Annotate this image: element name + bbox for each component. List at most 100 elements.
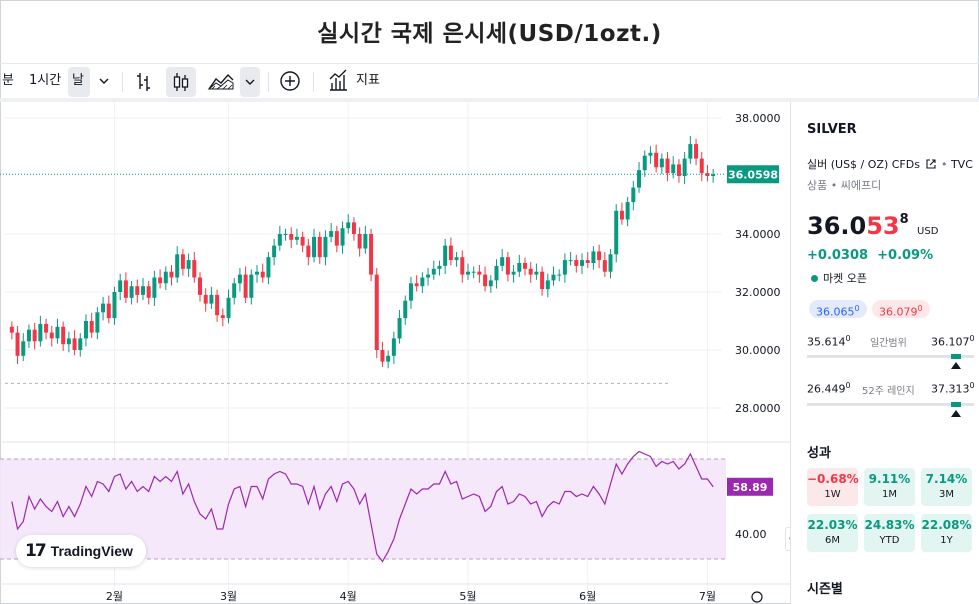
price-change-abs: +0.0308 [807, 248, 869, 263]
week52-range-pointer-icon [950, 410, 961, 417]
candle-body [101, 303, 106, 313]
chart-toolbar: 분 1시간 날 지표 [0, 64, 979, 102]
candle-body [21, 341, 26, 356]
symbol-category: 상품 • 씨에프디 [807, 177, 881, 193]
area-chart-style-icon[interactable] [207, 64, 235, 98]
price-chart-area[interactable]: 36.0598 38.0000 34.0000 32.0000 30.0000 28.00… [0, 102, 790, 604]
performance-cell-1y[interactable]: 22.08% 1Y [921, 514, 972, 552]
candle-body [163, 271, 168, 284]
performance-cell-6m[interactable]: 22.03% 6M [807, 514, 858, 552]
candle-body [528, 268, 533, 275]
day-range-low-value: 35.614 [807, 335, 846, 349]
candle-body [465, 271, 470, 275]
candle-body [688, 144, 693, 159]
candle-body [483, 274, 488, 287]
time-axis-tick-label: 2월 [106, 590, 123, 603]
candle-body [329, 231, 334, 237]
candle-body [477, 271, 482, 275]
candle-body [140, 286, 145, 295]
day-range-high-value: 36.107 [931, 335, 970, 349]
interval-dropdown-chevron-icon[interactable] [98, 64, 110, 98]
candle-body [637, 170, 642, 188]
candle-body [118, 280, 123, 292]
indicators-label: 지표 [356, 73, 380, 88]
tradingview-mark-icon: 17 [25, 541, 47, 561]
candle-body [374, 274, 379, 350]
time-axis-tick-label: 6월 [579, 590, 596, 603]
bid-value: 36.065 [816, 305, 855, 319]
candle-body [266, 257, 271, 278]
candle-body [574, 260, 579, 266]
candle-body [49, 332, 54, 339]
candle-body [300, 236, 305, 246]
candle-body [414, 283, 419, 287]
chart-style-dropdown-button[interactable] [240, 67, 260, 97]
last-price: 36.0538 USD [807, 212, 938, 240]
candle-body [312, 236, 317, 258]
performance-value: 24.83% [864, 518, 915, 532]
candle-body [317, 236, 322, 258]
candle-body [106, 303, 111, 319]
tradingview-logo[interactable]: 17 TradingView [16, 535, 146, 567]
interval-1hour-button[interactable]: 1시간 [29, 73, 62, 88]
candle-body [454, 257, 459, 261]
candle-body [494, 265, 499, 281]
performance-value: 7.14% [925, 472, 968, 486]
candles-style-button[interactable] [166, 67, 196, 97]
last-price-superscript: 8 [899, 212, 909, 227]
last-price-main: 36.0 [807, 212, 867, 240]
interval-day-button[interactable]: 날 [68, 67, 90, 97]
compare-add-icon[interactable] [279, 64, 301, 98]
toolbar-divider [122, 72, 123, 92]
candle-body [346, 222, 351, 229]
performance-cell-1w[interactable]: −0.68% 1W [807, 468, 859, 506]
toolbar-divider [313, 72, 314, 92]
candle-body [146, 286, 151, 298]
performance-cell-1m[interactable]: 9.11% 1M [864, 468, 915, 506]
candle-body [619, 210, 624, 220]
candle-body [220, 315, 225, 319]
chart-settings-gear-icon[interactable] [751, 591, 763, 603]
candle-body [608, 254, 613, 272]
candle-body [557, 274, 562, 276]
week52-range-bar [807, 402, 974, 407]
candle-body [682, 158, 687, 176]
symbol-description-text: 실버 (US$ / OZ) CFDs [807, 158, 920, 171]
interval-minute-button[interactable]: 분 [2, 73, 14, 88]
candle-body [83, 321, 88, 339]
candle-body [289, 234, 294, 240]
candle-body [334, 231, 339, 246]
week52-label: 52주 레인지 [862, 386, 915, 397]
performance-cell-ytd[interactable]: 24.83% YTD [864, 514, 915, 552]
candle-body [648, 152, 653, 156]
candle-body [78, 338, 83, 350]
candle-body [642, 155, 647, 171]
candle-body [534, 271, 539, 275]
candle-body [357, 234, 362, 249]
candle-body [391, 338, 396, 356]
price-chart[interactable]: 36.0598 38.0000 34.0000 32.0000 30.0000 28.00… [0, 102, 790, 604]
market-status: 마켓 오픈 [811, 270, 867, 286]
price-currency: USD [917, 226, 939, 237]
candle-body [175, 254, 180, 278]
indicators-button[interactable] [327, 64, 349, 98]
bar-chart-style-icon[interactable] [134, 64, 154, 98]
candle-body [448, 245, 453, 261]
interval-day-label: 날 [72, 73, 84, 88]
candle-body [283, 234, 288, 235]
time-axis-tick-label: 4월 [340, 590, 357, 603]
symbol-name: SILVER [807, 122, 857, 137]
performance-cell-3m[interactable]: 7.14% 3M [921, 468, 972, 506]
rsi-value-label: 58.89 [733, 481, 768, 494]
candle-body [505, 257, 510, 275]
candle-body [158, 277, 163, 284]
candle-body [551, 274, 556, 281]
external-link-icon[interactable] [925, 158, 937, 173]
candle-body [380, 350, 385, 362]
candle-body [659, 158, 664, 168]
candle-body [169, 271, 174, 278]
week52-low-superscript: 0 [845, 381, 851, 390]
candle-body [66, 338, 71, 345]
candle-body [488, 280, 493, 287]
candle-body [397, 318, 402, 339]
